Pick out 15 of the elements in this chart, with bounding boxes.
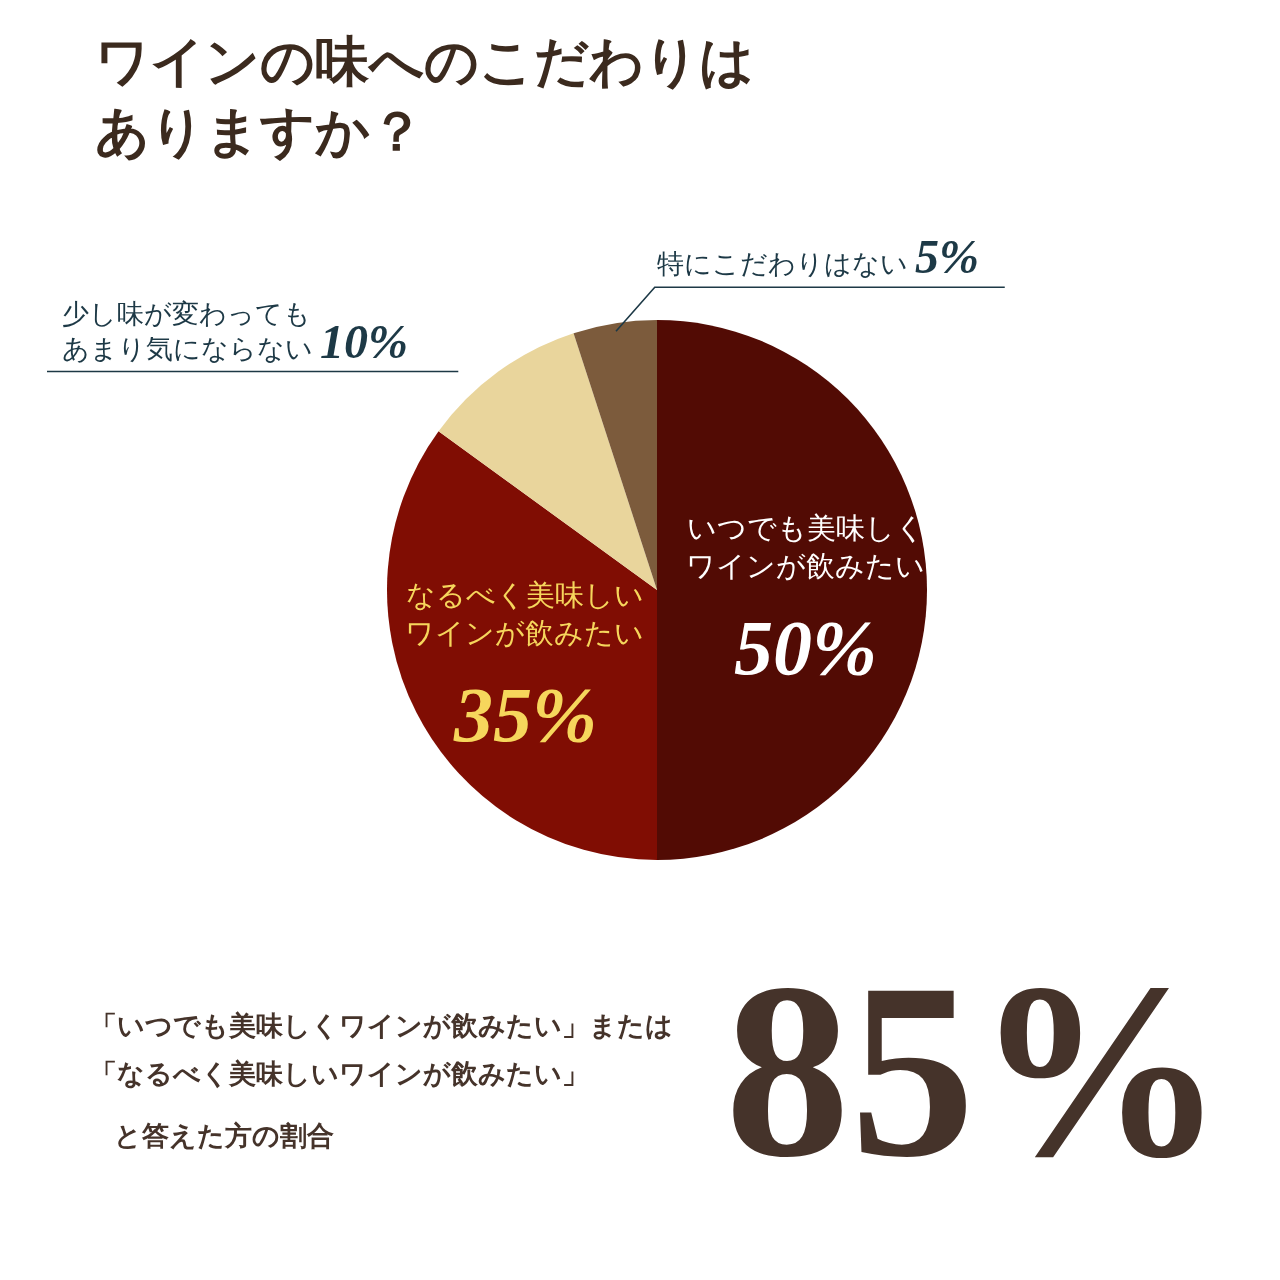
- slice-label: 特にこだわりはない: [657, 248, 908, 279]
- data-label: 50%: [734, 604, 877, 691]
- pie-slice: [387, 431, 657, 860]
- chart-title: ワインの味へのこだわりはありますか？: [95, 29, 754, 164]
- text: と答えた方の割合: [114, 1120, 334, 1151]
- slice-label: なるべく美味しいワインが飲みたい: [405, 578, 644, 650]
- slice-label: いつでも美味しくワインが飲みたい: [686, 511, 925, 583]
- pie-slice: [657, 320, 927, 860]
- text: 85%: [725, 932, 1225, 1209]
- data-label: 5%: [915, 230, 979, 283]
- text: 「いつでも美味しくワインが飲みたい」または: [90, 1010, 673, 1041]
- slice-label: 少し味が変わってもあまり気にならない: [62, 298, 313, 365]
- data-label: 10%: [320, 315, 408, 368]
- data-label: 35%: [453, 671, 597, 758]
- text: 「なるべく美味しいワインが飲みたい」: [90, 1058, 589, 1089]
